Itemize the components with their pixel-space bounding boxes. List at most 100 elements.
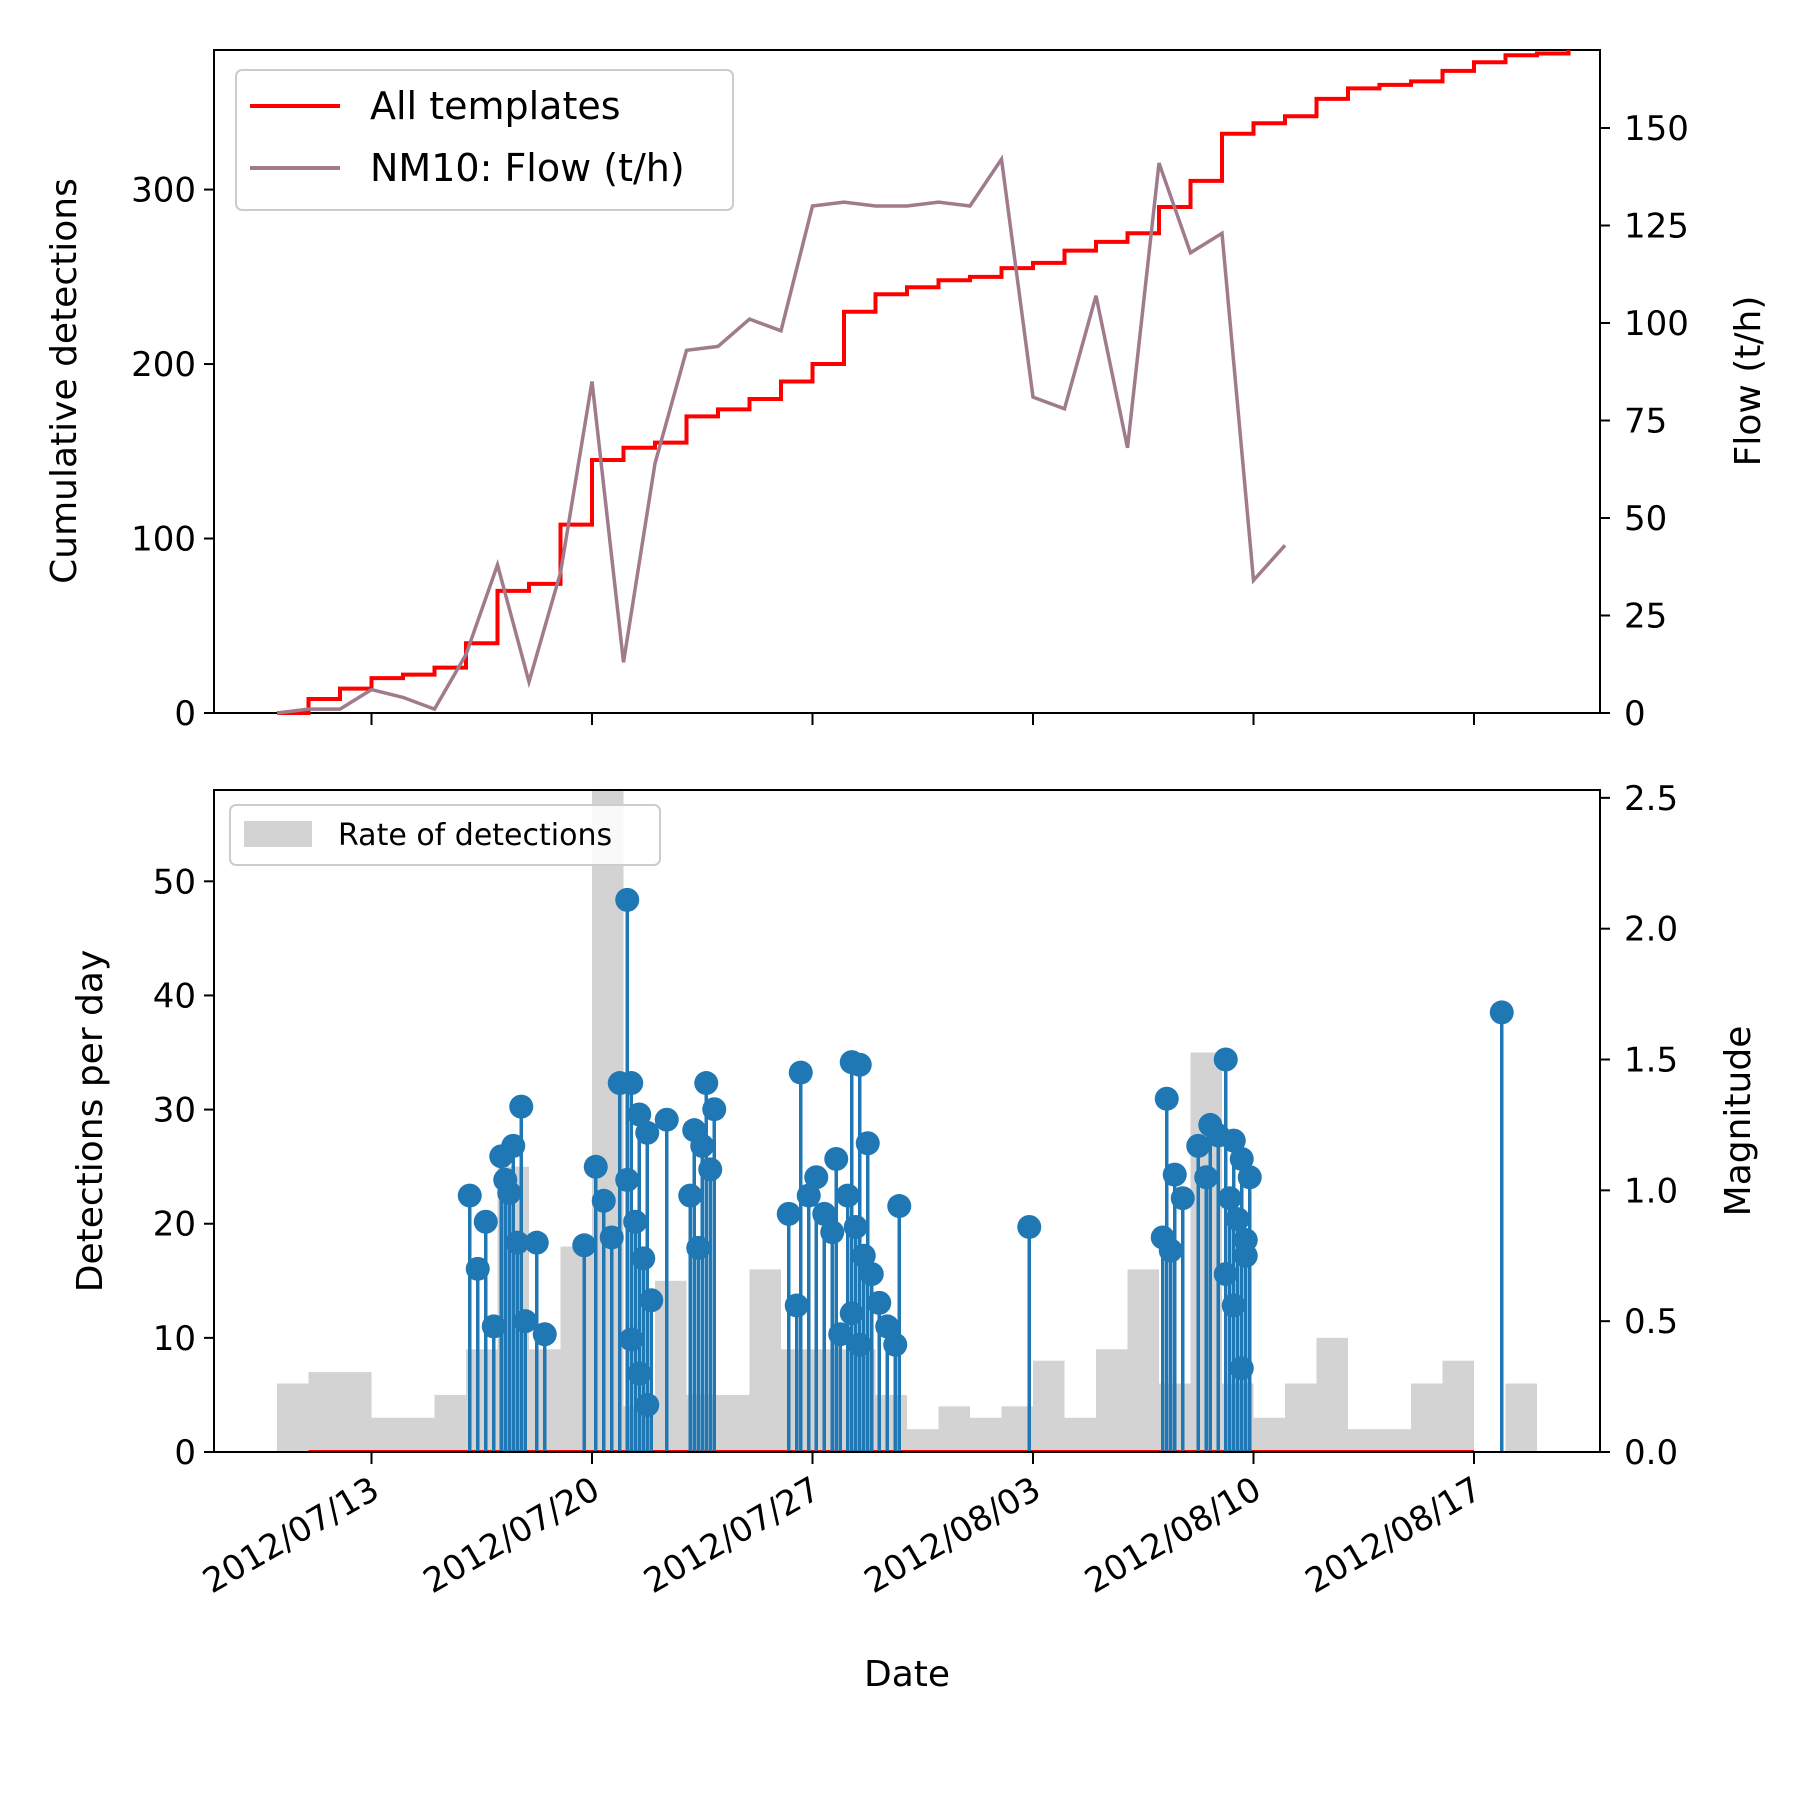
rate-bar (970, 1417, 1002, 1452)
magnitude-marker (784, 1293, 809, 1318)
rate-bar (1096, 1349, 1128, 1452)
magnitude-marker (615, 887, 640, 912)
magnitude-marker (465, 1256, 490, 1281)
bottom-y-tick-label: 20 (153, 1205, 196, 1245)
bottom-y2-axis-title: Magnitude (1718, 1026, 1759, 1217)
x-tick-label: 2012/07/13 (196, 1469, 386, 1602)
magnitude-marker (473, 1209, 498, 1234)
magnitude-marker (883, 1332, 908, 1357)
magnitude-marker (1213, 1262, 1238, 1287)
top-legend: All templates NM10: Flow (t/h) (235, 69, 734, 211)
magnitude-marker (619, 1327, 644, 1352)
x-tick-label: 2012/07/20 (417, 1469, 607, 1602)
rate-bar (340, 1372, 372, 1452)
magnitude-marker (835, 1183, 860, 1208)
top-axes-frame (213, 49, 1601, 714)
legend-label-all-templates: All templates (370, 84, 621, 128)
rate-bar (1505, 1383, 1537, 1452)
magnitude-marker (631, 1246, 656, 1271)
bottom-y2-tick-label: 2.0 (1624, 910, 1678, 950)
magnitude-marker (824, 1146, 849, 1171)
magnitude-marker (1213, 1047, 1238, 1072)
magnitude-marker (847, 1332, 872, 1357)
magnitude-marker (619, 1071, 644, 1096)
magnitude-marker (635, 1120, 660, 1145)
top-y-tick-label: 200 (131, 345, 196, 385)
x-tick-label: 2012/07/27 (637, 1469, 827, 1602)
top-y2-tick-label: 125 (1624, 207, 1689, 247)
bottom-y-tick-label: 30 (153, 1091, 196, 1131)
magnitude-marker (1221, 1128, 1246, 1153)
magnitude-marker (812, 1201, 837, 1226)
bottom-y2-tick-label: 1.5 (1624, 1041, 1678, 1081)
magnitude-marker (694, 1071, 719, 1096)
magnitude-marker (1186, 1133, 1211, 1158)
magnitude-marker (702, 1097, 727, 1122)
magnitude-marker (1225, 1207, 1250, 1232)
magnitude-marker (583, 1154, 608, 1179)
bottom-y-axis-title: Detections per day (70, 950, 111, 1293)
magnitude-marker (489, 1144, 514, 1169)
rate-bar (907, 1429, 939, 1452)
magnitude-marker (698, 1157, 723, 1182)
rate-bars-layer (277, 790, 1537, 1452)
magnitude-marker (887, 1194, 912, 1219)
magnitude-marker (509, 1094, 534, 1119)
top-series-layer (276, 50, 1571, 715)
top-y2-tick-label: 75 (1624, 402, 1667, 442)
magnitude-marker (1217, 1186, 1242, 1211)
magnitude-marker (513, 1309, 538, 1334)
magnitude-marker (1237, 1165, 1262, 1190)
magnitude-marker (572, 1233, 597, 1258)
top-y2-tick-label: 0 (1624, 694, 1646, 734)
magnitude-marker (524, 1230, 549, 1255)
magnitude-marker (855, 1131, 880, 1156)
bottom-legend: Rate of detections (229, 804, 661, 866)
magnitude-marker (678, 1183, 703, 1208)
rate-bar (403, 1417, 435, 1452)
top-y2-tick-label: 25 (1624, 597, 1667, 637)
magnitude-marker (1229, 1356, 1254, 1381)
rate-bar (1442, 1360, 1474, 1452)
bottom-y-tick-label: 40 (153, 976, 196, 1016)
rate-bar (938, 1406, 970, 1452)
magnitude-marker (623, 1209, 648, 1234)
magnitude-marker (599, 1225, 624, 1250)
rate-bar (749, 1269, 781, 1452)
magnitude-marker (1229, 1146, 1254, 1171)
legend-swatch-rate (244, 821, 312, 847)
top-legend-box (235, 69, 734, 211)
rate-bar (371, 1417, 403, 1452)
magnitude-marker (627, 1361, 652, 1386)
rate-bar (718, 1394, 750, 1452)
legend-label-flow: NM10: Flow (t/h) (370, 146, 685, 190)
top-y-axis-title: Cumulative detections (44, 178, 85, 584)
bottom-axes-frame (213, 789, 1601, 1453)
magnitude-marker (1194, 1165, 1219, 1190)
magnitude-marker (843, 1214, 868, 1239)
x-tick-label: 2012/08/17 (1299, 1469, 1489, 1602)
magnitude-marker (497, 1180, 522, 1205)
magnitude-marker (1221, 1293, 1246, 1318)
magnitude-marker (875, 1314, 900, 1339)
magnitude-marker (859, 1262, 884, 1287)
bottom-y-tick-label: 0 (174, 1433, 196, 1473)
rate-bar (434, 1394, 466, 1452)
cumulative-panel: 0 100 200 300 0 25 50 75 100 125 150 Cumulative de… (44, 49, 1769, 734)
magnitude-marker (639, 1288, 664, 1313)
magnitude-marker (457, 1183, 482, 1208)
magnitude-marker (505, 1230, 530, 1255)
magnitude-marker (788, 1060, 813, 1085)
magnitude-marker (776, 1201, 801, 1226)
bottom-y-tick-label: 50 (153, 862, 196, 902)
magnitude-marker (851, 1243, 876, 1268)
top-y-tick-label: 300 (131, 171, 196, 211)
top-y2-tick-label: 50 (1624, 499, 1667, 539)
series-flow-line (276, 154, 1287, 715)
rate-bar (1285, 1383, 1317, 1452)
magnitude-marker (1233, 1228, 1258, 1253)
x-axis-title: Date (864, 1654, 950, 1695)
magnitude-stems-layer (308, 887, 1514, 1452)
